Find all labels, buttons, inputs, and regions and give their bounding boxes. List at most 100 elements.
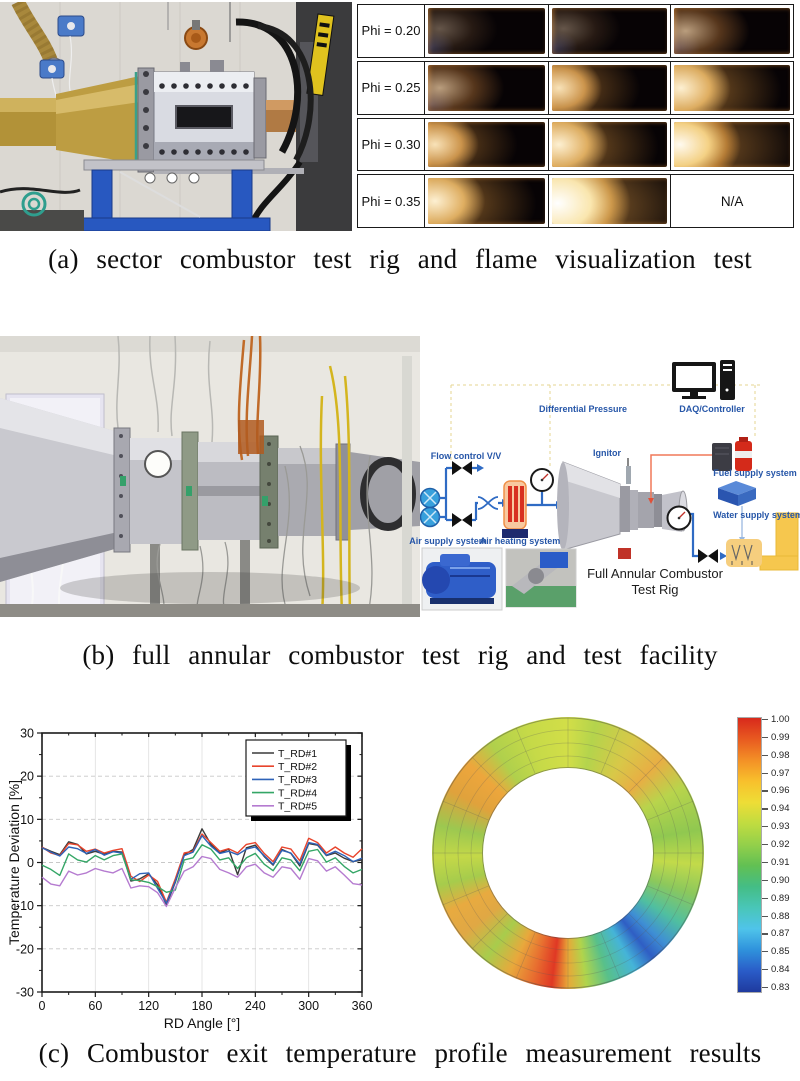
colorbar-tick-label: 1.00	[771, 714, 790, 725]
colorbar-tick-mark	[762, 844, 768, 846]
combustor-rig-icon	[557, 458, 688, 559]
signal-lines	[450, 384, 760, 468]
flame-image-cell	[547, 175, 671, 227]
yellow-cables	[319, 365, 352, 615]
phi-label: Phi = 0.30	[358, 118, 425, 171]
flame-image	[428, 121, 545, 168]
hanging-cables	[116, 336, 214, 443]
colorbar-tick-label: 0.98	[771, 749, 790, 761]
colorbar-tick-mark	[762, 790, 768, 792]
ring-hole	[483, 768, 653, 938]
flame-image-cell	[425, 62, 548, 114]
flame-image	[551, 8, 668, 54]
sight-port	[144, 450, 172, 478]
sector-rig-photo	[0, 2, 352, 231]
svg-text:180: 180	[192, 999, 213, 1013]
heater-photo	[505, 548, 577, 608]
combustor-window	[175, 105, 233, 129]
caption-a: (a) sector combustor test rig and flame …	[48, 244, 752, 274]
daq-icon	[672, 360, 735, 400]
svg-text:T_RD#2: T_RD#2	[278, 761, 317, 773]
flow-control-label: Flow control V/V	[430, 451, 502, 461]
colorbar-tick-mark	[762, 915, 768, 917]
flame-image-cell	[547, 61, 671, 114]
test-facility-schematic: Differential Pressure DAQ/Controller Flo…	[409, 348, 800, 620]
flame-table-row: Phi = 0.20	[357, 4, 794, 58]
series-T_RD#5	[41, 855, 363, 908]
teal-coil	[21, 191, 47, 217]
svg-text:10: 10	[20, 813, 34, 827]
colorbar-tick-mark	[762, 861, 768, 864]
diff-pressure-label: Differential Pressure	[538, 404, 628, 414]
na-cell: N/A	[670, 175, 793, 227]
water-supply-label: Water supply system	[713, 510, 800, 520]
exhaust-duct-icon	[759, 512, 799, 571]
svg-text:-10: -10	[16, 899, 34, 913]
svg-text:20: 20	[20, 770, 34, 784]
colorbar-tick-label: 0.85	[771, 946, 790, 958]
flame-table-row: Phi = 0.25	[357, 60, 794, 115]
stand-post	[91, 169, 113, 223]
colorbar-tick-label: 0.96	[771, 785, 790, 797]
water-supply-icon	[718, 481, 756, 506]
flame-image-cell	[670, 118, 793, 171]
colorbar-tick-label: 0.87	[771, 928, 790, 940]
svg-text:Temperature Deviation [%]: Temperature Deviation [%]	[8, 780, 22, 945]
temperature-deviation-chart: 0 60 120 180 240 300 360 -30 -20 -10 0 10 20 30 RD Ang…	[8, 727, 372, 1032]
daq-label: DAQ/Controller	[679, 404, 745, 414]
air-heating-label: Air heating system	[479, 536, 561, 546]
colorbar-tick-mark	[762, 736, 768, 739]
colorbar-tick-label: 0.88	[771, 910, 790, 922]
flame-image-cell	[670, 61, 793, 114]
flame-image-cell	[547, 118, 671, 171]
flame-visualization-table: Phi = 0.20 Phi = 0.25 Phi = 0.30 Phi = 0.35…	[357, 4, 794, 228]
svg-text:0: 0	[39, 999, 46, 1013]
phi-label: Phi = 0.25	[358, 61, 425, 114]
svg-text:T_RD#5: T_RD#5	[278, 801, 317, 813]
quench-unit-icon	[726, 539, 762, 567]
colorbar-tick-mark	[762, 933, 768, 935]
svg-text:-30: -30	[16, 986, 34, 1000]
colorbar-tick-label: 0.93	[771, 821, 790, 833]
colorbar: 1.00 0.99 0.98 0.97 0.96 0.94 0.93 0.92 0.91 0.90…	[737, 714, 799, 993]
flame-image-cell	[547, 5, 671, 57]
flame-image	[428, 64, 545, 111]
colorbar-tick-mark	[762, 719, 768, 721]
colorbar-tick-mark	[762, 826, 768, 828]
caption-b: (b) full annular combustor test rig and …	[82, 640, 718, 670]
flange	[113, 427, 131, 553]
colorbar-tick-label: 0.92	[771, 839, 790, 851]
flame-image	[674, 64, 790, 111]
series-T_RD#4	[41, 844, 363, 894]
phi-label: Phi = 0.35	[358, 175, 425, 227]
flange	[137, 67, 155, 173]
colorbar-tick-label: 0.99	[771, 731, 790, 743]
svg-text:T_RD#4: T_RD#4	[278, 787, 317, 799]
schematic-drawing	[419, 360, 799, 611]
annular-rig-photo	[0, 336, 420, 617]
colorbar-tick-mark	[762, 879, 768, 881]
colorbar-tick-label: 0.89	[771, 892, 790, 904]
flame-image	[551, 121, 668, 168]
colorbar-gradient	[737, 717, 762, 993]
flame-image-cell	[425, 119, 548, 171]
colorbar-tick-mark	[762, 808, 768, 810]
colorbar-tick-label: 0.83	[771, 982, 790, 993]
fuel-line	[650, 454, 712, 498]
venturi-icon	[477, 496, 499, 510]
yellow-label-plate	[306, 13, 335, 97]
colorbar-tick-mark	[762, 897, 768, 899]
svg-text:300: 300	[298, 999, 319, 1013]
svg-text:30: 30	[20, 727, 34, 741]
pressure-gauge-icon	[666, 505, 692, 531]
colorbar-tick-mark	[762, 987, 768, 989]
ring-contour-grid	[432, 717, 704, 989]
svg-text:60: 60	[88, 999, 102, 1013]
valve-icon	[452, 461, 472, 527]
colorbar-tick-mark	[762, 969, 768, 971]
colorbar-tick-label: 0.90	[771, 874, 790, 886]
flame-image	[551, 64, 668, 111]
series-T_RD#3	[41, 834, 363, 904]
flame-table-row: Phi = 0.30	[357, 117, 794, 172]
